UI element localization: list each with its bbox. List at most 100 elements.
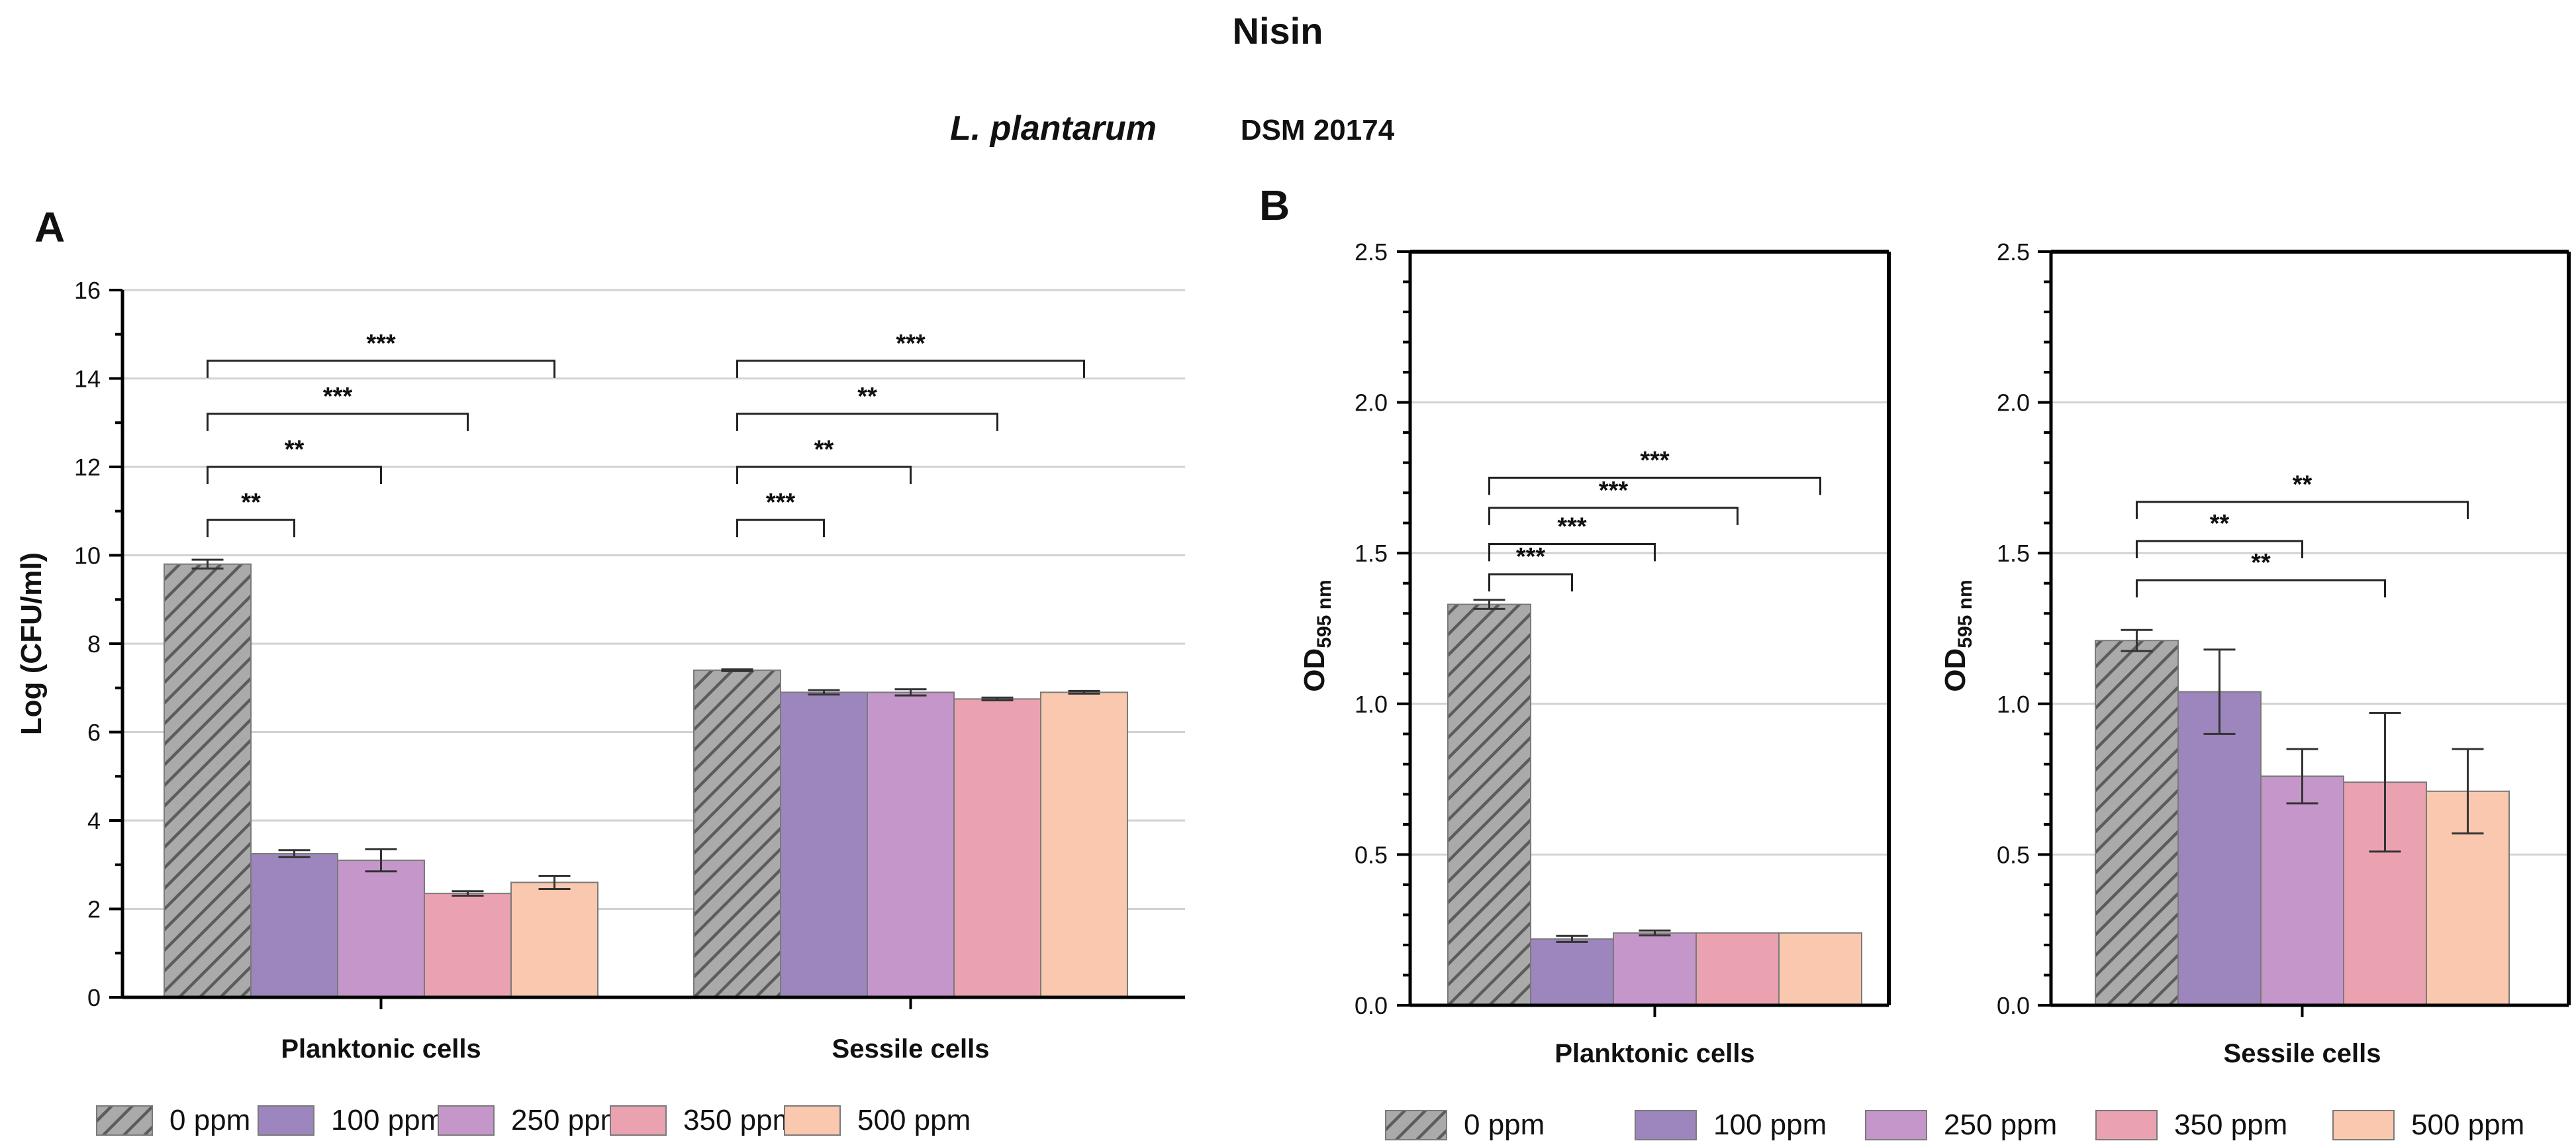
bar-100-ppm (780, 691, 868, 999)
significance-label: ** (2251, 549, 2271, 577)
y-tick-label: 16 (74, 277, 101, 304)
legend-label: 100 ppm (331, 1104, 444, 1136)
bar-500-ppm (1040, 691, 1128, 999)
significance-label: ** (814, 436, 834, 464)
significance-label: *** (896, 330, 926, 358)
y-axis-label: OD595 nm (1939, 579, 1976, 691)
significance-bracket (207, 519, 295, 538)
significance-bracket (207, 360, 555, 378)
x-category-label: Sessile cells (832, 1034, 990, 1064)
y-tick-label: 0.0 (1997, 992, 2030, 1019)
y-tick-label: 2.5 (1355, 238, 1388, 266)
y-tick-label: 0.0 (1355, 992, 1388, 1019)
y-tick-label: 0 (87, 984, 101, 1011)
significance-label: *** (766, 489, 796, 517)
significance-bracket (207, 466, 382, 484)
significance-bracket (736, 466, 912, 484)
y-axis-label-main: OD (1939, 648, 1972, 692)
y-tick-label: 2 (87, 896, 101, 923)
y-axis-label-main: OD (1298, 648, 1331, 692)
legend-b: 0 ppm 100 ppm 250 ppm 350 ppm 500 ppm (1385, 1109, 2524, 1141)
bar-350-ppm (424, 893, 512, 998)
significance-bracket (736, 360, 1085, 378)
x-category-label: Sessile cells (2224, 1039, 2381, 1068)
y-tick-label: 10 (74, 542, 101, 570)
legend-swatch (1385, 1110, 1447, 1140)
significance-label: *** (1557, 513, 1587, 541)
y-axis-label: OD595 nm (1298, 579, 1335, 691)
significance-bracket (2136, 540, 2303, 558)
legend-swatch (1635, 1110, 1697, 1140)
y-tick-label: 1.5 (1355, 540, 1388, 567)
y-tick-label: 2.0 (1355, 389, 1388, 417)
y-tick-label: 0.5 (1997, 841, 2030, 868)
significance-label: *** (366, 330, 396, 358)
subtitle-strain: DSM 20174 (1241, 114, 1395, 146)
bar-0-ppm (164, 563, 252, 998)
x-category-label: Planktonic cells (1554, 1039, 1754, 1068)
significance-bracket (207, 413, 469, 431)
y-tick-label: 2.5 (1997, 238, 2030, 266)
bar-250-ppm (1613, 932, 1697, 1006)
legend-swatch (2332, 1110, 2395, 1140)
significance-label: *** (1516, 543, 1546, 571)
bar-100-ppm (250, 853, 338, 998)
significance-label: ** (2293, 471, 2313, 499)
significance-label: ** (285, 436, 305, 464)
legend-a: 0 ppm 100 ppm 250 ppm 350 ppm 500 ppm (96, 1104, 971, 1136)
bar-0-ppm (693, 670, 781, 998)
significance-label: ** (241, 489, 261, 517)
chart-b-sessile: 0.0 0.5 1.0 1.5 2.0 2.5 Sessile cells ** ** ** OD5… (1939, 238, 2571, 1068)
y-tick-label: 8 (87, 630, 101, 658)
legend-label: 250 ppm (511, 1104, 624, 1136)
significance-bracket (2136, 501, 2469, 519)
y-tick-label: 14 (74, 366, 101, 393)
bar-0-ppm (1447, 603, 1531, 1006)
significance-label: ** (857, 383, 877, 411)
y-tick-label: 2.0 (1997, 389, 2030, 417)
legend-swatch (258, 1105, 314, 1136)
significance-bracket (1488, 507, 1739, 525)
significance-bracket (736, 413, 998, 431)
legend-label: 500 ppm (857, 1104, 971, 1136)
legend-swatch (784, 1105, 841, 1136)
legend-swatch (2095, 1110, 2158, 1140)
y-axis-label-subscript: 595 nm (1954, 579, 1976, 648)
y-axis-label-main: Log (CFU/ml) (15, 552, 48, 735)
y-tick-label: 1.5 (1997, 540, 2030, 567)
y-tick-label: 1.0 (1997, 691, 2030, 718)
bar-250-ppm (337, 860, 425, 998)
legend-label: 350 ppm (683, 1104, 796, 1136)
y-tick-label: 12 (74, 454, 101, 481)
significance-label: *** (1599, 477, 1629, 505)
panel-label-a: A (34, 203, 65, 251)
significance-label: *** (1640, 446, 1670, 474)
y-axis-label: Log (CFU/ml) (15, 552, 48, 735)
bar-0-ppm (2095, 640, 2179, 1006)
figure-title: Nisin (1233, 10, 1323, 52)
legend-label: 0 ppm (169, 1104, 250, 1136)
bar-350-ppm (953, 698, 1041, 998)
significance-bracket (1488, 573, 1573, 592)
bar-500-ppm (1778, 932, 1862, 1006)
legend-label: 350 ppm (2174, 1109, 2287, 1141)
legend-swatch (1865, 1110, 1927, 1140)
y-tick-label: 6 (87, 719, 101, 746)
x-category-label: Planktonic cells (281, 1034, 481, 1064)
legend-swatch (610, 1105, 667, 1136)
significance-label: *** (323, 383, 353, 411)
chart-b-planktonic: 0.0 0.5 1.0 1.5 2.0 2.5 Planktonic cells *** ***… (1298, 238, 1891, 1068)
legend-label: 0 ppm (1464, 1109, 1545, 1141)
panel-label-b: B (1259, 181, 1290, 229)
bar-250-ppm (867, 691, 955, 999)
subtitle-species: L. plantarum (950, 109, 1157, 148)
legend-swatch (96, 1105, 153, 1136)
y-tick-label: 4 (87, 807, 101, 834)
y-axis-label-subscript: 595 nm (1313, 579, 1335, 648)
legend-label: 250 ppm (1944, 1109, 2057, 1141)
significance-bracket (1488, 543, 1656, 562)
chart-a: 0 2 4 6 8 10 12 14 16 Planktonic cells Sessile cel… (15, 277, 1185, 1064)
legend-label: 100 ppm (1713, 1109, 1827, 1141)
legend-swatch (438, 1105, 495, 1136)
